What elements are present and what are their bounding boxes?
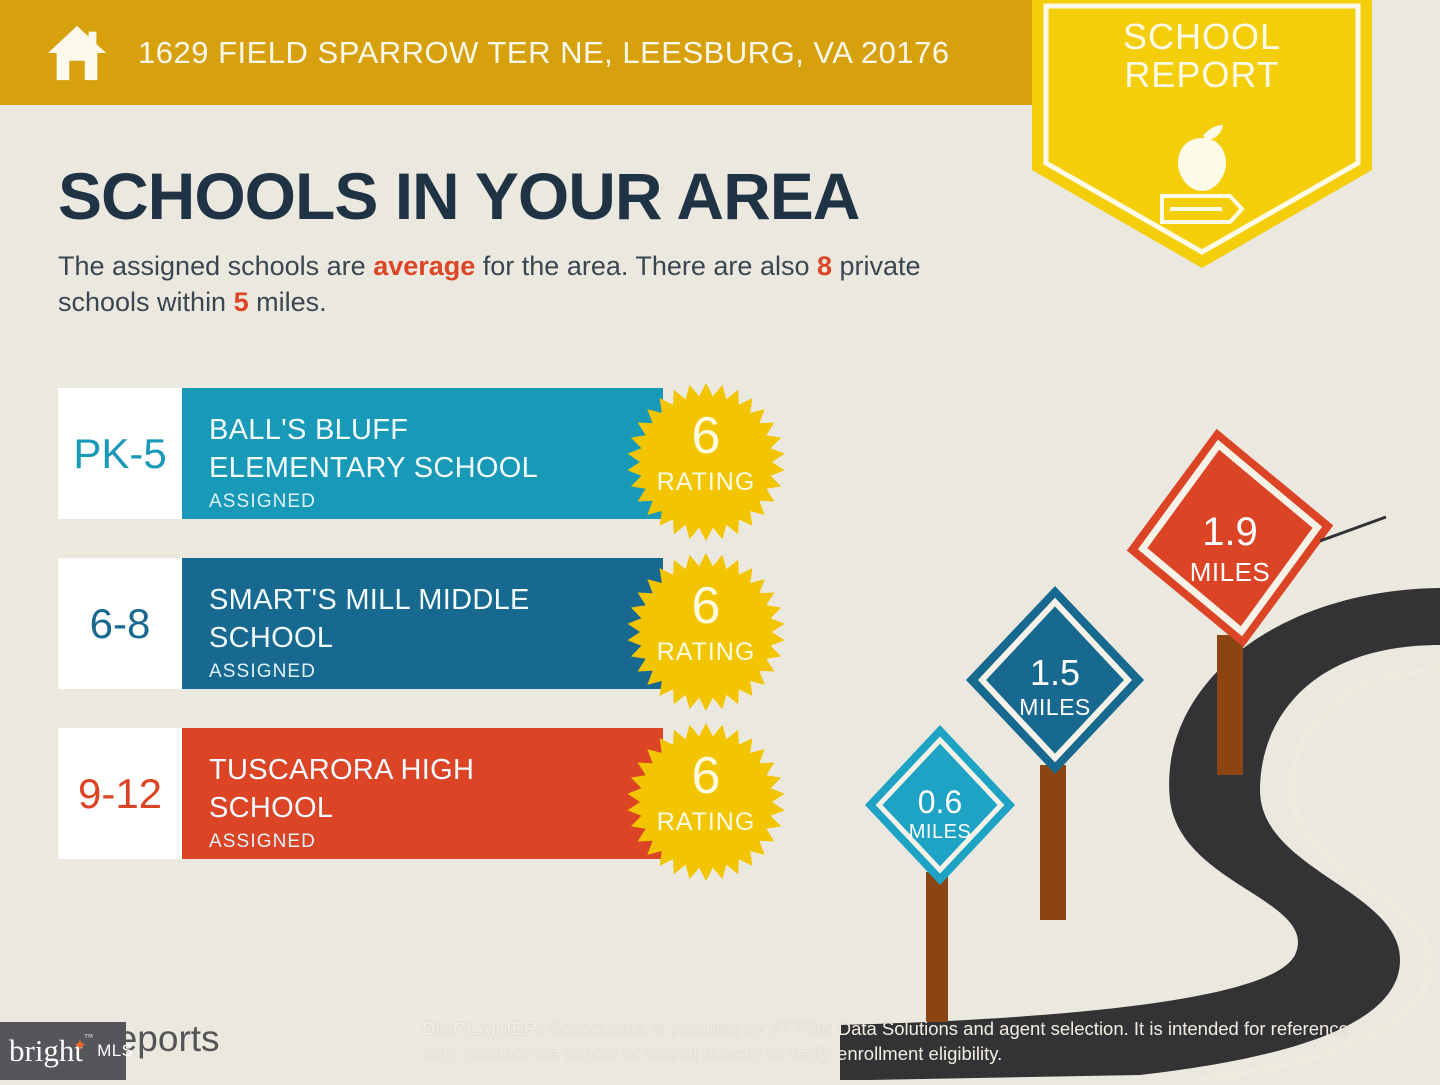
grade-range-box: 6-8 — [58, 558, 182, 689]
school-name: SMART'S MILL MIDDLE SCHOOL — [209, 583, 530, 654]
subtitle-part-3: private schools within — [58, 251, 921, 317]
rating-label: RATING — [656, 808, 756, 836]
subtitle-highlight-count: 8 — [816, 251, 833, 281]
school-name: BALL'S BLUFF ELEMENTARY SCHOOL — [209, 413, 539, 484]
sign-post — [926, 872, 948, 1022]
school-status: ASSIGNED — [209, 830, 316, 852]
watermark-brand-label: bright — [9, 1033, 84, 1068]
page-title: SCHOOLS IN YOUR AREA — [58, 159, 860, 233]
road-illustration: 1.9 MILES 1.5 MILES 0.6 MILES — [840, 420, 1440, 1085]
watermark-suffix: MLS — [97, 1041, 134, 1060]
disclaimer-text: School data is provided by ATTOM Data So… — [422, 1018, 1349, 1064]
school-row[interactable]: PK-5 BALL'S BLUFF ELEMENTARY SCHOOL ASSI… — [58, 383, 785, 541]
school-status: ASSIGNED — [209, 490, 316, 512]
rating-starburst: 6 RATING — [626, 552, 786, 712]
road-shape — [840, 588, 1440, 1085]
rating-value: 6 — [691, 577, 721, 635]
disclaimer: DISCLAIMER: School data is provided by A… — [422, 1016, 1382, 1066]
sign-post — [1217, 635, 1243, 775]
sign-diamond — [865, 725, 1015, 885]
badge-title-line1: SCHOOL — [1122, 16, 1282, 57]
rating-starburst: 6 RATING — [626, 722, 786, 882]
page-subtitle: The assigned schools are average for the… — [58, 248, 998, 320]
subtitle-part-1: The assigned schools are — [58, 251, 374, 281]
grade-range-box: 9-12 — [58, 728, 182, 859]
subtitle-highlight-radius: 5 — [233, 287, 249, 317]
school-name: TUSCARORA HIGH SCHOOL — [209, 753, 475, 824]
book-icon — [1160, 194, 1245, 224]
badge-title: SCHOOL REPORT — [1032, 18, 1372, 94]
rating-starburst: 6 RATING — [626, 382, 786, 542]
apple-icon — [1178, 125, 1226, 191]
mls-watermark: bright ✦ ™ MLS — [0, 1022, 133, 1080]
school-row[interactable]: 9-12 TUSCARORA HIGH SCHOOL ASSIGNED 6 RA… — [58, 723, 785, 881]
house-icon — [47, 25, 107, 80]
school-bar: BALL'S BLUFF ELEMENTARY SCHOOL ASSIGNED — [182, 388, 663, 519]
disclaimer-label: DISCLAIMER: — [422, 1018, 544, 1039]
subtitle-part-4: miles. — [248, 287, 327, 317]
school-report-badge: SCHOOL REPORT — [1032, 0, 1372, 268]
sign-diamond — [966, 586, 1144, 774]
rating-label: RATING — [656, 638, 756, 666]
property-address: 1629 FIELD SPARROW TER NE, LEESBURG, VA … — [138, 34, 950, 70]
school-list: PK-5 BALL'S BLUFF ELEMENTARY SCHOOL ASSI… — [58, 383, 785, 898]
spark-icon: ✦ — [72, 1036, 88, 1055]
trademark-mark: ™ — [84, 1032, 94, 1042]
badge-title-line2: REPORT — [1124, 54, 1280, 95]
header-bar: 1629 FIELD SPARROW TER NE, LEESBURG, VA … — [0, 0, 1032, 105]
school-status: ASSIGNED — [209, 660, 316, 682]
grade-range-label: 6-8 — [89, 599, 151, 647]
rating-value: 6 — [691, 747, 721, 805]
school-bar: SMART'S MILL MIDDLE SCHOOL ASSIGNED — [182, 558, 663, 689]
rating-label: RATING — [656, 468, 756, 496]
grade-range-label: 9-12 — [77, 769, 163, 817]
rating-value: 6 — [691, 407, 721, 465]
grade-range-box: PK-5 — [58, 388, 182, 519]
distance-sign: 1.9 MILES — [1120, 420, 1387, 775]
sign-antenna-icon — [1320, 515, 1387, 543]
subtitle-part-2: for the area. There are also — [475, 251, 817, 281]
sign-post — [1040, 765, 1066, 920]
school-row[interactable]: 6-8 SMART'S MILL MIDDLE SCHOOL ASSIGNED … — [58, 553, 785, 711]
watermark-brand: bright ✦ ™ — [9, 1032, 93, 1069]
grade-range-label: PK-5 — [73, 429, 167, 477]
school-bar: TUSCARORA HIGH SCHOOL ASSIGNED — [182, 728, 663, 859]
sign-diamond — [1126, 428, 1334, 648]
subtitle-highlight-average: average — [373, 251, 476, 281]
